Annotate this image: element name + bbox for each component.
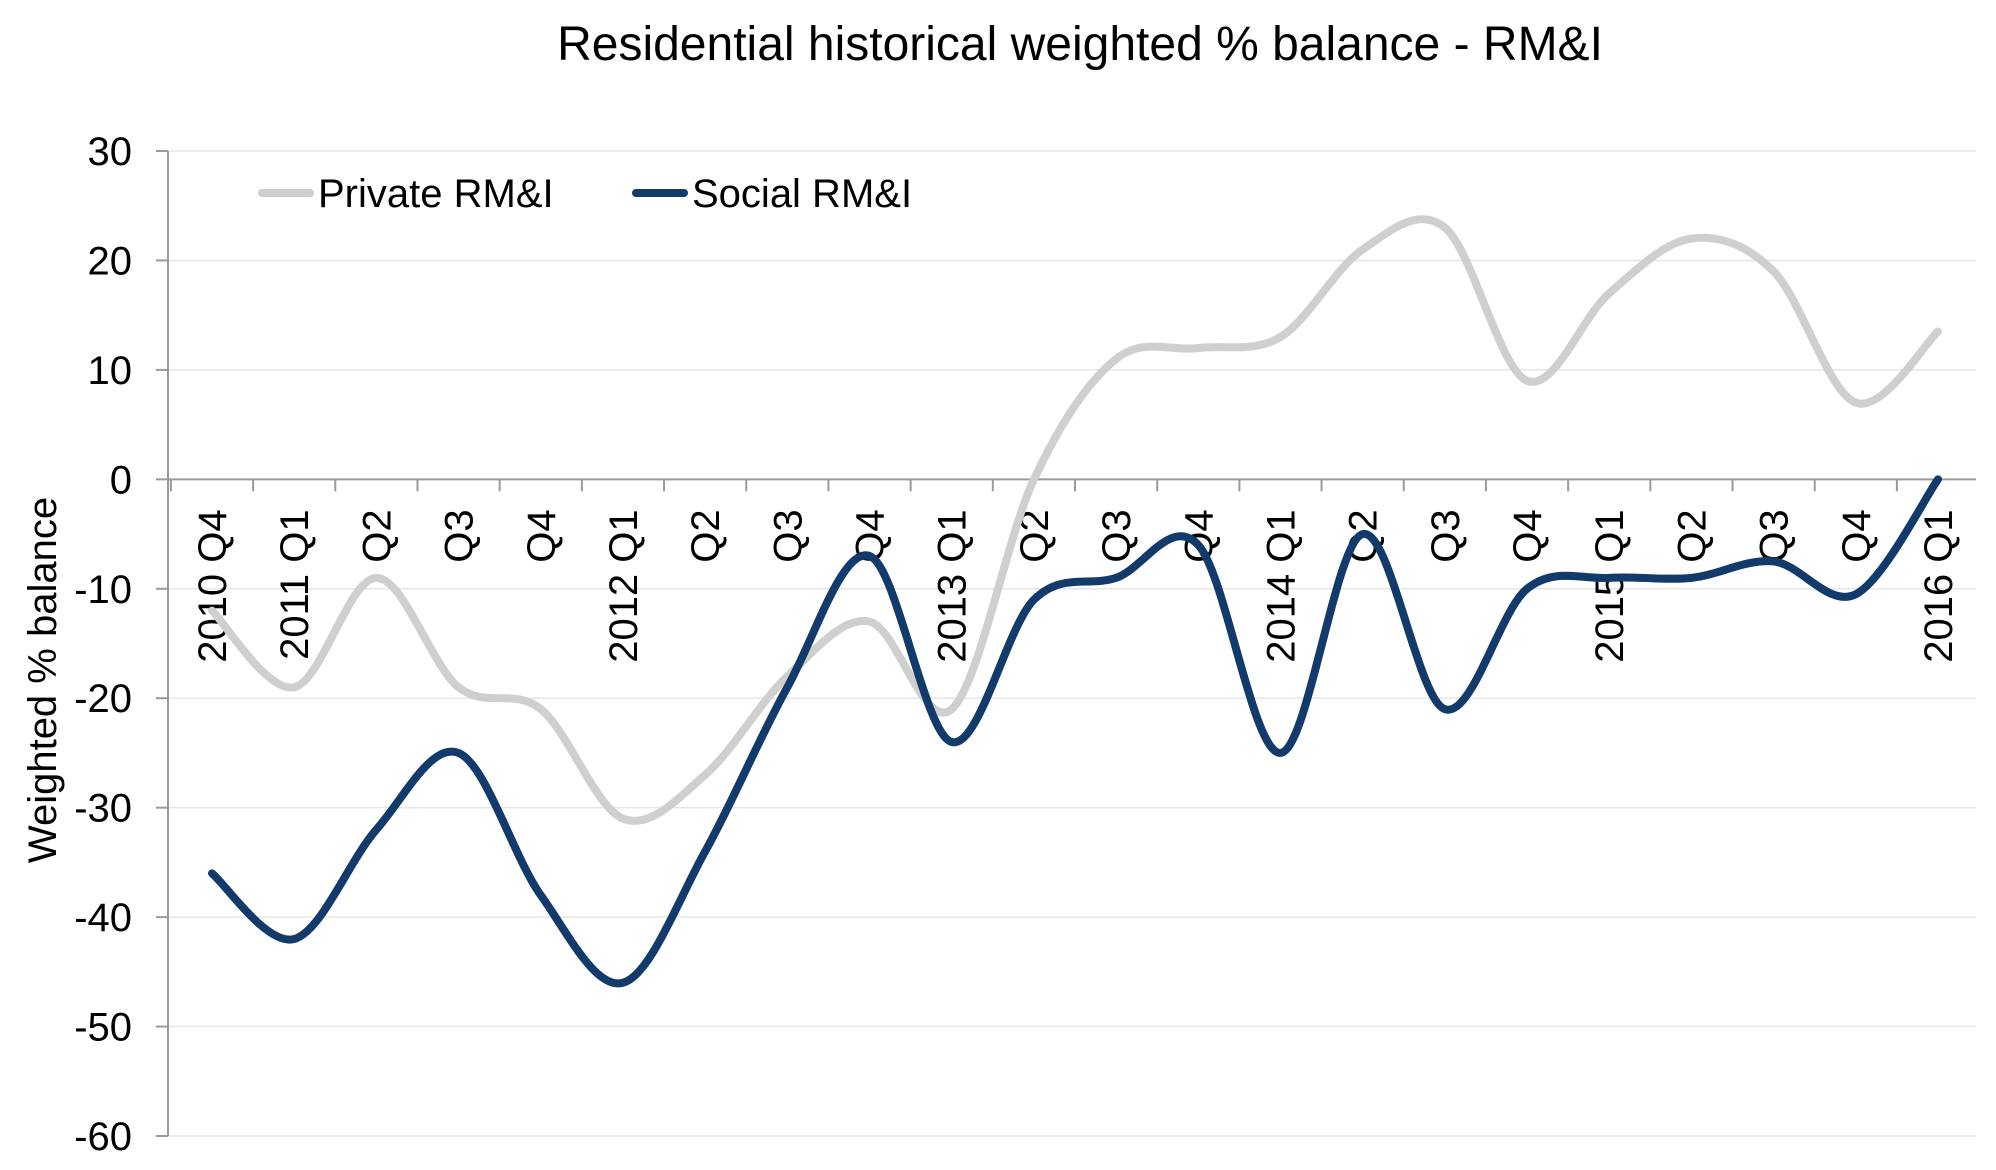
x-tick-label: Q4 (1835, 509, 1879, 562)
legend-label-social: Social RM&I (692, 172, 912, 216)
y-tick-label: -30 (74, 787, 132, 831)
y-axis-ticks: 30 20 10 0 -10 -20 -30 -40 -50 -60 (74, 130, 168, 1159)
series-line-private (208, 215, 1942, 825)
x-tick-label: Q4 (1506, 509, 1550, 562)
x-tick-label: Q2 (1670, 509, 1714, 562)
chart-title: Residential historical weighted % balanc… (557, 18, 1603, 71)
x-tick-label: Q2 (684, 509, 728, 562)
x-tick-label: 2010 Q4 (191, 509, 235, 662)
axes (167, 151, 1976, 1136)
x-tick-label: Q2 (355, 509, 399, 562)
y-tick-label: -40 (74, 896, 132, 940)
y-tick-label: 0 (110, 458, 132, 502)
y-tick-label: 30 (88, 130, 133, 174)
y-tick-label: 10 (88, 349, 133, 393)
y-tick-label: 20 (88, 239, 133, 283)
x-axis-ticks: 2010 Q4 2011 Q1 Q2 Q3 Q4 2012 Q1 Q2 Q3 Q4 2013 Q1… (169, 479, 1961, 663)
y-tick-label: -20 (74, 677, 132, 721)
x-tick-label: 2016 Q1 (1917, 509, 1961, 662)
series-line-social (208, 475, 1942, 988)
y-tick-label: -60 (74, 1115, 132, 1159)
x-tick-label: 2014 Q1 (1259, 509, 1303, 662)
y-tick-label: -10 (74, 568, 132, 612)
x-tick-label: 2011 Q1 (273, 509, 317, 660)
x-tick-label: 2012 Q1 (602, 509, 646, 662)
x-tick-label: Q3 (766, 509, 810, 562)
x-tick-label: 2015 Q1 (1588, 509, 1632, 662)
x-tick-label: Q3 (438, 509, 482, 562)
x-tick-label: Q3 (1753, 509, 1797, 562)
x-tick-label: Q3 (1095, 509, 1139, 562)
x-tick-label: Q3 (1424, 509, 1468, 562)
gridlines (168, 150, 1976, 1137)
legend-label-private: Private RM&I (318, 172, 554, 216)
y-axis-label: Weighted % balance (21, 497, 65, 863)
x-tick-label: Q4 (520, 509, 564, 562)
x-tick-label: 2013 Q1 (931, 509, 975, 662)
series-lines (208, 215, 1942, 988)
y-tick-label: -50 (74, 1006, 132, 1050)
legend: Private RM&I Social RM&I (258, 172, 912, 216)
